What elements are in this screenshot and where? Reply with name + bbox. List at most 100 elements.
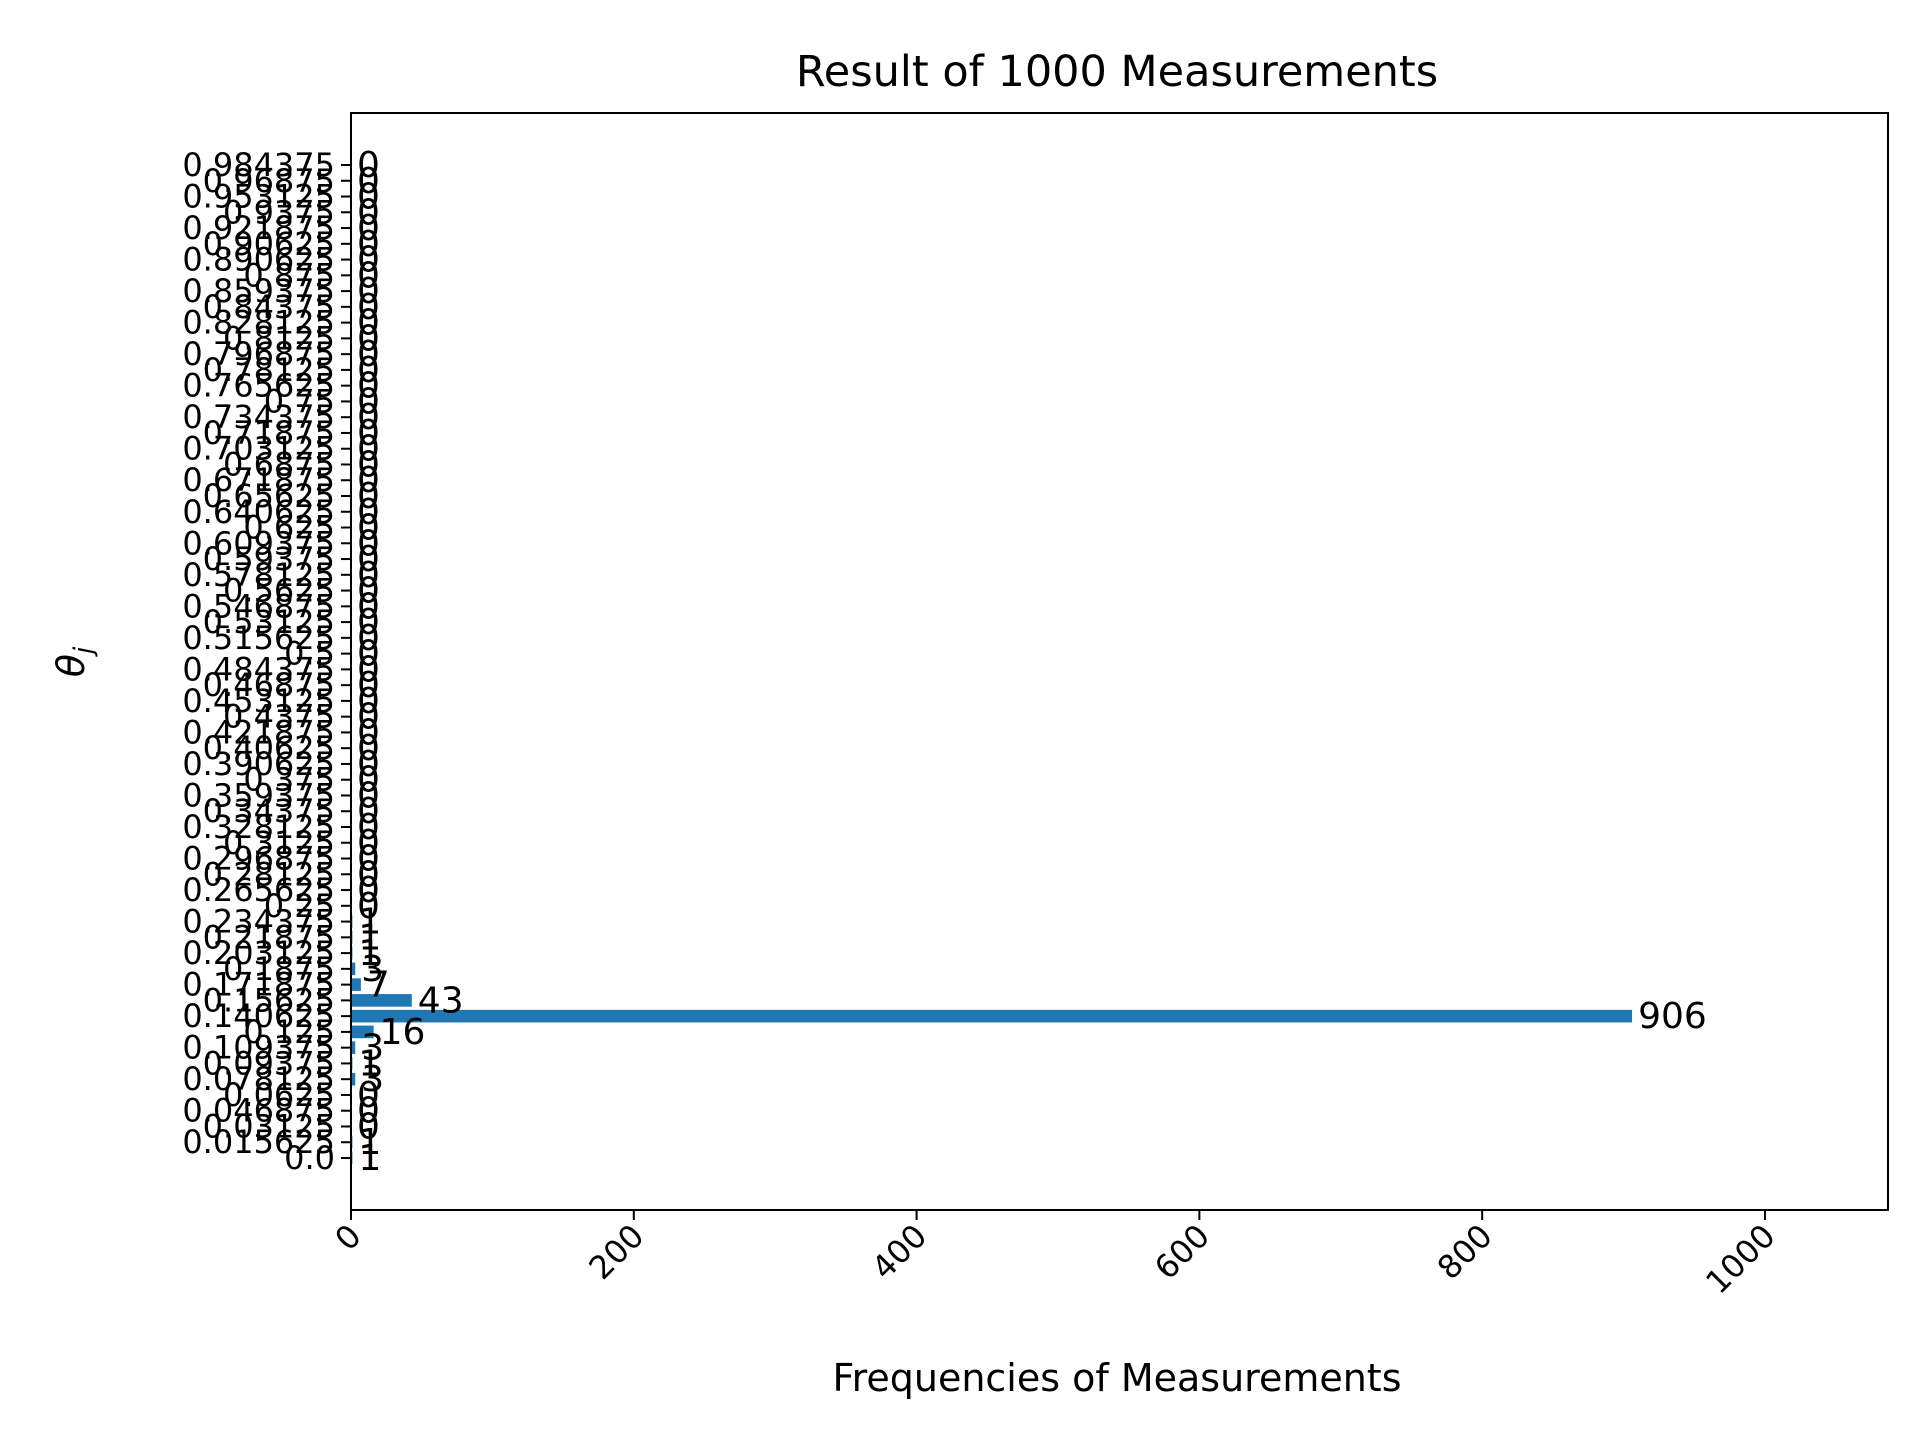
y-tick-label-5: 0.078125 — [182, 1060, 335, 1098]
bar-value-label-56: 0 — [357, 255, 380, 296]
bar-value-label-44: 0 — [357, 444, 380, 485]
bar-7 — [351, 1041, 356, 1054]
bar-value-label-5: 3 — [361, 1059, 384, 1100]
bar-12 — [351, 962, 356, 976]
bar-9 — [351, 1009, 1633, 1023]
y-tick-label-55: 0.859375 — [182, 272, 335, 310]
bar-value-label-6: 1 — [358, 1043, 381, 1084]
bar-8 — [351, 1025, 374, 1039]
x-tick-label-5: 1000 — [1698, 1217, 1782, 1301]
y-tick-label-46: 0.71875 — [203, 414, 335, 452]
bar-value-label-62: 0 — [357, 161, 380, 202]
bar-value-label-43: 0 — [357, 460, 380, 501]
y-tick-label-0: 0.0 — [284, 1139, 335, 1177]
y-tick-label-18: 0.28125 — [203, 855, 335, 893]
y-tick-label-9: 0.140625 — [182, 997, 335, 1035]
bar-value-label-12: 3 — [361, 949, 384, 990]
y-tick-label-54: 0.84375 — [203, 288, 335, 326]
chart-title: Result of 1000 Measurements — [796, 47, 1438, 97]
y-ticks-layer: 0.00.0156250.031250.0468750.06250.078125… — [182, 146, 351, 1177]
y-tick-label-59: 0.921875 — [182, 209, 335, 247]
x-tick-label-2: 400 — [864, 1217, 934, 1287]
bar-value-label-63: 0 — [357, 145, 380, 186]
bar-value-label-46: 0 — [357, 413, 380, 454]
bar-value-label-36: 0 — [357, 571, 380, 612]
y-tick-label-1: 0.015625 — [182, 1123, 335, 1161]
bar-value-label-47: 0 — [357, 397, 380, 438]
y-tick-label-49: 0.765625 — [182, 367, 335, 405]
y-tick-label-41: 0.640625 — [182, 493, 335, 531]
y-tick-label-50: 0.78125 — [203, 351, 335, 389]
y-tick-label-29: 0.453125 — [182, 682, 335, 720]
bar-value-label-20: 0 — [357, 823, 380, 864]
y-tick-label-2: 0.03125 — [203, 1107, 335, 1145]
y-tick-label-22: 0.34375 — [203, 792, 335, 830]
bar-value-label-48: 0 — [357, 381, 380, 422]
y-tick-label-48: 0.75 — [264, 382, 335, 420]
x-ticks-layer: 0 200 400 600 800 1000 — [327, 1210, 1783, 1301]
y-tick-label-8: 0.125 — [243, 1013, 335, 1051]
bar-value-label-33: 0 — [357, 618, 380, 659]
bar-value-label-25: 0 — [357, 744, 380, 785]
bar-value-label-18: 0 — [357, 854, 380, 895]
bar-value-label-52: 0 — [357, 318, 380, 359]
y-tick-label-33: 0.515625 — [182, 619, 335, 657]
bar-value-label-30: 0 — [357, 665, 380, 706]
y-tick-label-25: 0.390625 — [182, 745, 335, 783]
bar-value-label-2: 0 — [357, 1106, 380, 1147]
bar-value-label-23: 0 — [357, 775, 380, 816]
bar-value-label-7: 3 — [361, 1028, 384, 1069]
bar-value-label-42: 0 — [357, 476, 380, 517]
bar-value-label-17: 0 — [357, 870, 380, 911]
bars-layer — [351, 915, 1633, 1165]
bar-value-label-61: 0 — [357, 177, 380, 218]
y-tick-label-26: 0.40625 — [203, 729, 335, 767]
bar-value-label-8: 16 — [380, 1012, 426, 1053]
bar-value-label-57: 0 — [357, 240, 380, 281]
y-tick-label-15: 0.234375 — [182, 903, 335, 941]
bar-value-label-26: 0 — [357, 728, 380, 769]
bar-value-label-58: 0 — [357, 224, 380, 265]
y-tick-label-16: 0.25 — [264, 887, 335, 925]
bar-value-label-0: 1 — [358, 1138, 381, 1179]
y-tick-label-6: 0.09375 — [203, 1044, 335, 1082]
bar-value-label-40: 0 — [357, 508, 380, 549]
bar-value-label-27: 0 — [357, 712, 380, 753]
y-tick-label-20: 0.3125 — [223, 824, 335, 862]
y-tick-label-34: 0.53125 — [203, 603, 335, 641]
bar-value-label-29: 0 — [357, 681, 380, 722]
y-tick-label-31: 0.484375 — [182, 650, 335, 688]
y-tick-label-44: 0.6875 — [223, 445, 335, 483]
bar-value-label-38: 0 — [357, 539, 380, 580]
y-tick-label-45: 0.703125 — [182, 430, 335, 468]
y-tick-label-60: 0.9375 — [223, 193, 335, 231]
y-tick-label-30: 0.46875 — [203, 666, 335, 704]
y-tick-label-23: 0.359375 — [182, 776, 335, 814]
x-tick-label-0: 0 — [327, 1217, 368, 1258]
bar-value-label-13: 1 — [358, 933, 381, 974]
bar-value-label-16: 0 — [357, 886, 380, 927]
bar-value-label-49: 0 — [357, 366, 380, 407]
y-tick-label-28: 0.4375 — [223, 698, 335, 736]
y-tick-label-61: 0.953125 — [182, 178, 335, 216]
y-tick-label-63: 0.984375 — [182, 146, 335, 184]
y-tick-label-38: 0.59375 — [203, 540, 335, 578]
bar-11 — [351, 978, 361, 991]
y-tick-label-32: 0.5 — [284, 635, 335, 673]
y-tick-label-13: 0.203125 — [182, 934, 335, 972]
y-tick-label-3: 0.046875 — [182, 1092, 335, 1130]
bar-value-label-51: 0 — [357, 334, 380, 375]
bar-value-label-34: 0 — [357, 602, 380, 643]
bar-value-label-32: 0 — [357, 634, 380, 675]
y-tick-label-42: 0.65625 — [203, 477, 335, 515]
x-axis-label: Frequencies of Measurements — [832, 1356, 1401, 1400]
bar-value-label-39: 0 — [357, 523, 380, 564]
bar-value-label-11: 7 — [367, 965, 390, 1006]
y-tick-label-62: 0.96875 — [203, 162, 335, 200]
bar-value-label-53: 0 — [357, 303, 380, 344]
y-tick-label-39: 0.609375 — [182, 524, 335, 562]
y-tick-label-40: 0.625 — [243, 509, 335, 547]
bar-value-label-35: 0 — [357, 586, 380, 627]
bar-value-label-1: 1 — [358, 1122, 381, 1163]
y-tick-label-10: 0.15625 — [203, 981, 335, 1019]
